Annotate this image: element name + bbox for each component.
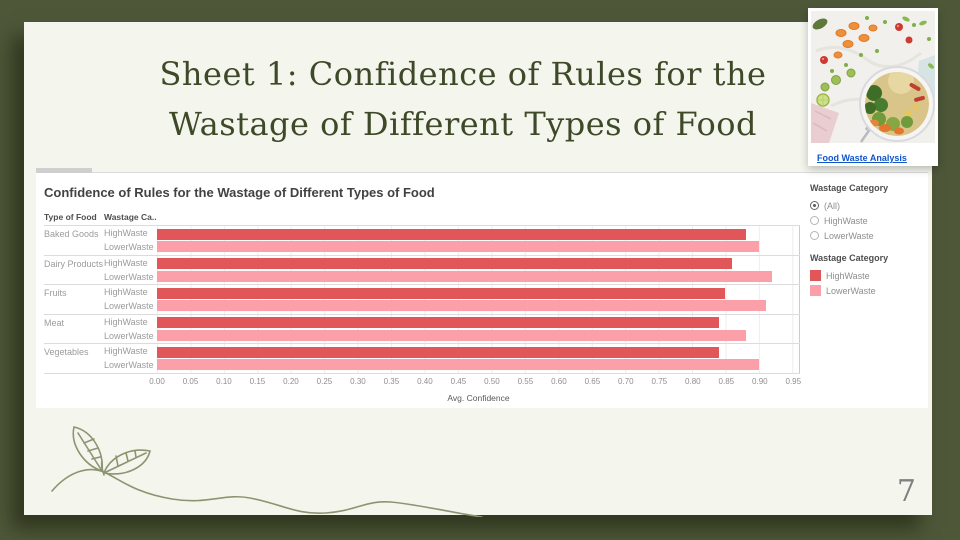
- filter-option-label: (All): [824, 200, 840, 211]
- x-axis: 0.00 0.05 0.10 0.15 0.20 0.25 0.30 0.35 0.40 0.45…: [44, 374, 802, 387]
- chart-rows: Baked Goods HighWaste LowerWaste Dairy Prod…: [44, 225, 800, 374]
- chart-card: Confidence of Rules for the Wastage of D…: [36, 168, 928, 408]
- x-tick-0.10: 0.10: [216, 376, 232, 386]
- food-photo-caption: Food Waste Analysis: [811, 148, 935, 168]
- x-tick-0.80: 0.80: [685, 376, 701, 386]
- row-label-baked-goods: Baked Goods: [44, 229, 99, 239]
- legend-item-lowerwaste[interactable]: LowerWaste: [810, 283, 928, 298]
- radio-icon-selected[interactable]: [810, 201, 819, 210]
- x-tick-0.05: 0.05: [182, 376, 199, 386]
- bar-lowerwaste-fruits[interactable]: [157, 300, 766, 311]
- sub-label-lowerwaste: LowerWaste: [104, 242, 154, 252]
- x-tick-0.00: 0.00: [149, 376, 165, 386]
- plot-area-vegetables: [157, 344, 800, 373]
- bar-highwaste-baked-goods[interactable]: [157, 228, 746, 240]
- chart-main: Confidence of Rules for the Wastage of D…: [36, 173, 802, 408]
- legend-swatch-lowerwaste: [810, 285, 821, 296]
- sub-label-lowerwaste: LowerWaste: [104, 271, 154, 282]
- filter-options: (All) HighWaste LowerWaste: [810, 198, 928, 243]
- sub-label-lowerwaste: LowerWaste: [104, 330, 154, 341]
- chart-header-row: Type of Food Wastage Ca..: [44, 212, 800, 225]
- color-legend-title: Wastage Category: [810, 253, 889, 263]
- plot-area-dairy-products: [157, 255, 800, 284]
- x-tick-0.65: 0.65: [584, 376, 601, 386]
- x-axis-title: Avg. Confidence: [447, 392, 510, 403]
- x-tick-0.90: 0.90: [752, 376, 768, 386]
- sub-label-highwaste: HighWaste: [104, 316, 148, 327]
- filter-panel-title: Wastage Category: [810, 183, 889, 193]
- slide-title-line2: Wastage of Different Types of Food: [169, 104, 757, 143]
- bar-highwaste-fruits[interactable]: [157, 287, 726, 299]
- chart-row-vegetables: Vegetables HighWaste LowerWaste: [44, 343, 800, 374]
- slide-title: Sheet 1: Confidence of Rules for the Was…: [24, 50, 932, 149]
- chart-row-dairy-products: Dairy Products HighWaste LowerWaste: [44, 254, 800, 284]
- filter-option-label: LowerWaste: [824, 230, 874, 241]
- x-tick-0.30: 0.30: [350, 376, 366, 386]
- sub-label-lowerwaste: LowerWaste: [104, 301, 154, 311]
- legend-item-highwaste[interactable]: HighWaste: [810, 268, 928, 283]
- slide-title-line1: Sheet 1: Confidence of Rules for the: [159, 55, 767, 93]
- row-label-fruits: Fruits: [44, 288, 67, 298]
- page-number: 7: [896, 474, 916, 509]
- radio-icon[interactable]: [810, 216, 819, 225]
- x-axis-ticks: 0.00 0.05 0.10 0.15 0.20 0.25 0.30 0.35 0.40 0.45…: [149, 374, 802, 387]
- x-tick-0.40: 0.40: [417, 376, 433, 386]
- sub-label-lowerwaste: LowerWaste: [104, 360, 154, 370]
- bar-highwaste-dairy-products[interactable]: [157, 258, 733, 269]
- x-tick-0.25: 0.25: [316, 376, 333, 386]
- bar-highwaste-vegetables[interactable]: [157, 346, 719, 358]
- plot-area-meat: [157, 314, 800, 343]
- sub-label-highwaste: HighWaste: [104, 346, 148, 356]
- x-tick-0.75: 0.75: [651, 376, 668, 386]
- bar-lowerwaste-meat[interactable]: [157, 329, 746, 341]
- sub-label-highwaste: HighWaste: [104, 228, 148, 238]
- row-label-meat: Meat: [44, 317, 65, 328]
- chart-title: Confidence of Rules for the Wastage of D…: [44, 185, 435, 200]
- x-tick-0.85: 0.85: [718, 376, 735, 386]
- bar-highwaste-meat[interactable]: [157, 317, 719, 328]
- leaf-decoration: [51, 426, 483, 517]
- row-label-dairy-products: Dairy Products: [44, 258, 104, 269]
- radio-icon[interactable]: [810, 231, 819, 240]
- filter-option-lowerwaste[interactable]: LowerWaste: [810, 228, 928, 243]
- filter-option-highwaste[interactable]: HighWaste: [810, 213, 928, 228]
- x-axis-label-row: Avg. Confidence: [44, 387, 800, 403]
- legend-swatch-highwaste: [810, 270, 821, 281]
- column-header-wastage-category: Wastage Ca..: [104, 212, 157, 222]
- x-tick-0.15: 0.15: [249, 376, 266, 386]
- x-tick-0.55: 0.55: [517, 376, 534, 386]
- color-legend-items: HighWaste LowerWaste: [810, 268, 928, 298]
- legend-label: LowerWaste: [826, 285, 876, 296]
- food-waste-analysis-link[interactable]: Food Waste Analysis: [817, 153, 907, 163]
- plot-area-baked-goods: [157, 226, 800, 255]
- sub-label-highwaste: HighWaste: [104, 257, 148, 268]
- chart-row-fruits: Fruits HighWaste LowerWaste: [44, 284, 800, 314]
- x-tick-0.50: 0.50: [484, 376, 500, 386]
- x-tick-0.60: 0.60: [551, 376, 567, 386]
- filter-option-all[interactable]: (All): [810, 198, 928, 213]
- bar-lowerwaste-dairy-products[interactable]: [157, 270, 773, 282]
- chart-row-meat: Meat HighWaste LowerWaste: [44, 313, 800, 343]
- food-photo-card: Food Waste Analysis: [808, 8, 938, 166]
- plot-area-fruits: [157, 285, 800, 314]
- legend-pane: Wastage Category (All) HighWaste LowerWast…: [800, 173, 928, 408]
- x-tick-0.45: 0.45: [450, 376, 467, 386]
- legend-label: HighWaste: [826, 270, 870, 281]
- x-tick-0.20: 0.20: [283, 376, 299, 386]
- chart-row-baked-goods: Baked Goods HighWaste LowerWaste: [44, 225, 800, 255]
- slide-content-area: Sheet 1: Confidence of Rules for the Was…: [24, 22, 932, 515]
- row-label-vegetables: Vegetables: [44, 347, 89, 357]
- column-header-type-of-food: Type of Food: [44, 212, 97, 222]
- chart-scroll-tab: [36, 168, 92, 173]
- food-photo: [811, 11, 937, 143]
- x-tick-0.70: 0.70: [618, 376, 634, 386]
- x-tick-0.95: 0.95: [785, 376, 802, 386]
- bar-lowerwaste-vegetables[interactable]: [157, 359, 759, 370]
- filter-option-label: HighWaste: [824, 215, 868, 226]
- bar-lowerwaste-baked-goods[interactable]: [157, 241, 759, 252]
- x-tick-0.35: 0.35: [383, 376, 400, 386]
- sub-label-highwaste: HighWaste: [104, 287, 148, 297]
